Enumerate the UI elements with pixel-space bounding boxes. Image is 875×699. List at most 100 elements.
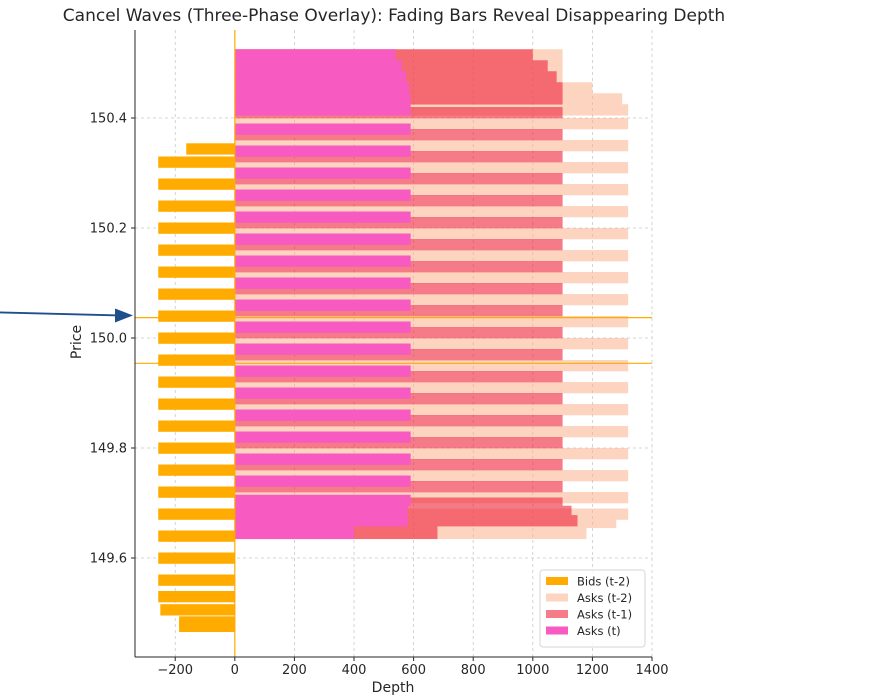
bar [234,123,411,135]
bar [160,604,235,616]
y-tick-label: 150.0 [90,332,127,347]
bar [234,118,629,130]
bar [158,376,235,388]
bar [234,515,408,527]
bar [158,574,235,586]
arrow-head [115,308,133,323]
bar [234,470,629,482]
legend-label: Asks (t) [577,624,621,638]
bar [158,464,235,476]
bar [234,162,629,174]
y-axis-label: Price [69,325,85,359]
bar [158,222,235,234]
x-tick-label: 800 [461,663,486,678]
bar [234,365,411,377]
series-group [234,49,411,540]
bar [234,316,629,328]
bar [158,530,235,542]
bar [158,591,235,603]
bar [234,228,629,240]
x-tick-label: 0 [231,663,239,678]
y-tick-label: 149.8 [90,442,127,457]
bar [234,250,629,262]
bar [234,93,411,105]
bar [234,505,408,518]
bar [158,552,235,564]
bar [234,184,629,196]
legend-swatch [546,577,568,585]
bar [234,255,411,267]
bar [158,178,235,190]
bar [158,486,235,498]
x-axis-label: Depth [372,680,415,696]
bar [234,343,411,355]
bar [234,82,410,94]
legend-label: Asks (t-2) [577,591,632,605]
bar [234,104,411,116]
bar [234,431,411,443]
x-tick-label: 1400 [635,663,668,678]
bar [234,321,411,333]
bar [234,475,411,487]
chart-title: Cancel Waves (Three-Phase Overlay): Fadi… [63,6,725,26]
arrow-shaft [0,311,120,317]
bar [234,338,629,350]
x-tick-label: 1200 [576,663,609,678]
x-tick-label: 200 [282,663,307,678]
bar [234,272,629,284]
legend-label: Asks (t-1) [577,608,632,622]
x-tick-label: 400 [342,663,367,678]
bar [158,442,235,454]
bar [234,71,407,83]
bar [234,145,411,157]
legend: Bids (t-2) Asks (t-2) Asks (t-1) Asks (t) [539,569,646,648]
series-group [158,143,235,632]
bar [234,60,402,72]
bar [158,508,235,520]
x-tick-label: 1000 [516,663,549,678]
y-tick-label: 150.4 [90,112,127,127]
bar [158,266,235,278]
bar [234,233,411,245]
bar [234,494,411,507]
bar [234,382,629,394]
bar [234,387,411,399]
bar [158,354,235,366]
legend-swatch [546,610,568,618]
bar [234,211,411,223]
bar [158,332,235,344]
bar [179,620,235,632]
bar [158,244,235,256]
bar [234,299,411,311]
x-tick-label: 600 [401,663,426,678]
legend-label: Bids (t-2) [577,575,630,589]
bar [234,140,629,152]
bar [234,409,411,421]
bar [158,420,235,432]
bar [234,527,355,540]
axes [131,30,653,661]
bar [158,310,235,322]
bar [234,206,629,218]
bar [234,453,411,465]
bar [234,167,411,179]
bar [234,277,411,289]
tick-labels: −200 0 200 400 600 800 1000 1200 1400 149.6 149.8 1… [90,112,669,679]
bar [234,360,629,372]
legend-swatch [546,626,568,635]
bar [234,49,396,61]
bar [158,288,235,300]
bar [158,156,235,168]
bar [158,398,235,410]
bar [234,448,629,460]
reference-lines [135,30,652,657]
bars-layer [158,49,629,632]
bar [234,404,629,416]
bar [186,143,235,155]
legend-swatch [546,593,568,602]
bar [158,200,235,212]
y-tick-label: 150.2 [90,222,127,237]
bar [234,426,629,438]
bar [234,294,629,306]
